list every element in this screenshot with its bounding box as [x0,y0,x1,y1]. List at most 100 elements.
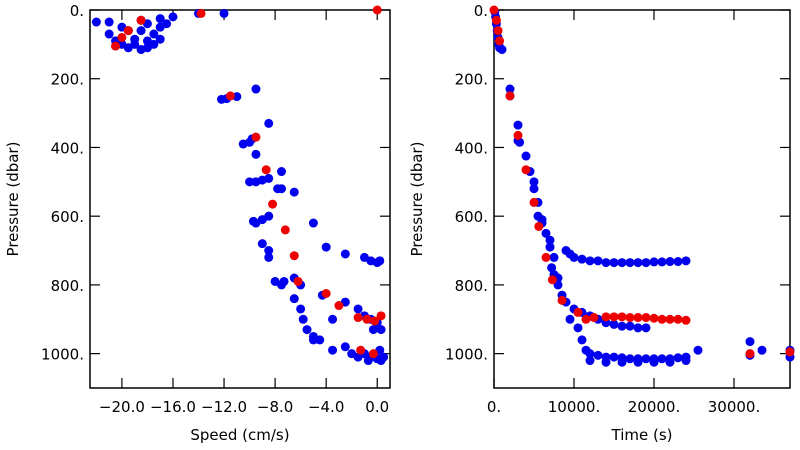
x-tick-label: −4.0 [308,398,344,416]
data-point [589,313,599,323]
data-point [547,263,557,273]
y-tick-label: 1000. [445,346,488,364]
data-point [529,184,539,194]
data-point [315,335,325,345]
y-tick-label: 600. [51,208,84,226]
data-point [149,39,159,49]
data-point [117,32,127,42]
data-point [573,323,583,333]
data-point [363,356,373,366]
data-point [665,357,675,367]
y-tick-label: 200. [455,71,488,89]
data-point [328,314,338,324]
data-point [264,252,274,262]
y-tick-label: 400. [455,139,488,157]
data-point [577,254,587,264]
data-point [665,257,675,267]
data-point [529,197,539,207]
data-point [521,165,531,175]
data-point [693,345,703,355]
data-point [641,323,651,333]
data-point [340,342,350,352]
data-point [111,41,121,51]
data-point [649,313,659,323]
data-point [657,354,667,364]
data-point [376,325,386,335]
data-point [219,8,229,18]
data-point [545,235,555,245]
data-point [289,187,299,197]
data-point [601,357,611,367]
data-point [168,12,178,22]
data-point [673,353,683,363]
data-point [549,252,559,262]
data-point [136,26,146,36]
y-tick-label: 1000. [41,346,84,364]
data-point [289,251,299,261]
data-point [593,256,603,266]
data-point [149,29,159,39]
data-point [585,349,595,359]
y-tick-label: 0. [474,2,488,20]
data-point [251,84,261,94]
data-point [617,321,627,331]
data-point [293,276,303,286]
data-point [633,313,643,323]
data-point [489,5,499,15]
data-point [681,256,691,266]
data-point [581,314,591,324]
data-point [547,275,557,285]
data-point [280,225,290,235]
data-point [276,167,286,177]
data-point [155,34,165,44]
x-tick-label: −16.0 [150,398,196,416]
data-point [585,256,595,266]
data-point [529,177,539,187]
data-point [264,118,274,128]
y-tick-label: 600. [455,208,488,226]
data-point [368,325,378,335]
data-point [245,177,255,187]
data-point [633,357,643,367]
data-point [617,312,627,322]
data-point [609,319,619,329]
data-point [534,221,544,231]
x-tick-label: 0.0 [365,398,389,416]
x-tick-label: 0. [487,398,501,416]
data-point [557,295,567,305]
data-point [368,349,378,359]
data-point [665,314,675,324]
data-point [279,276,289,286]
x-tick-label: −8.0 [257,398,293,416]
data-point [340,249,350,259]
data-point [609,258,619,268]
data-point [641,258,651,268]
data-point [573,307,583,317]
data-point [493,26,503,36]
x-tick-label: −20.0 [99,398,145,416]
data-point [757,345,767,355]
data-point [251,132,261,142]
plot-frame [493,9,791,389]
data-point [257,239,267,249]
data-point [617,357,627,367]
data-point [375,256,385,266]
data-point [264,173,274,183]
data-point [321,242,331,252]
y-tick-label: 0. [70,2,84,20]
data-point [569,252,579,262]
data-point [785,347,795,357]
data-point [130,34,140,44]
data-point [609,352,619,362]
data-point [91,17,101,27]
data-point [513,120,523,130]
y-tick-label: 800. [455,277,488,295]
data-point [491,15,501,25]
y-axis-label: Pressure (dbar) [4,142,22,257]
data-point [321,289,331,298]
data-point [356,345,366,355]
data-point [617,258,627,268]
data-point [657,257,667,267]
data-point [136,15,146,25]
